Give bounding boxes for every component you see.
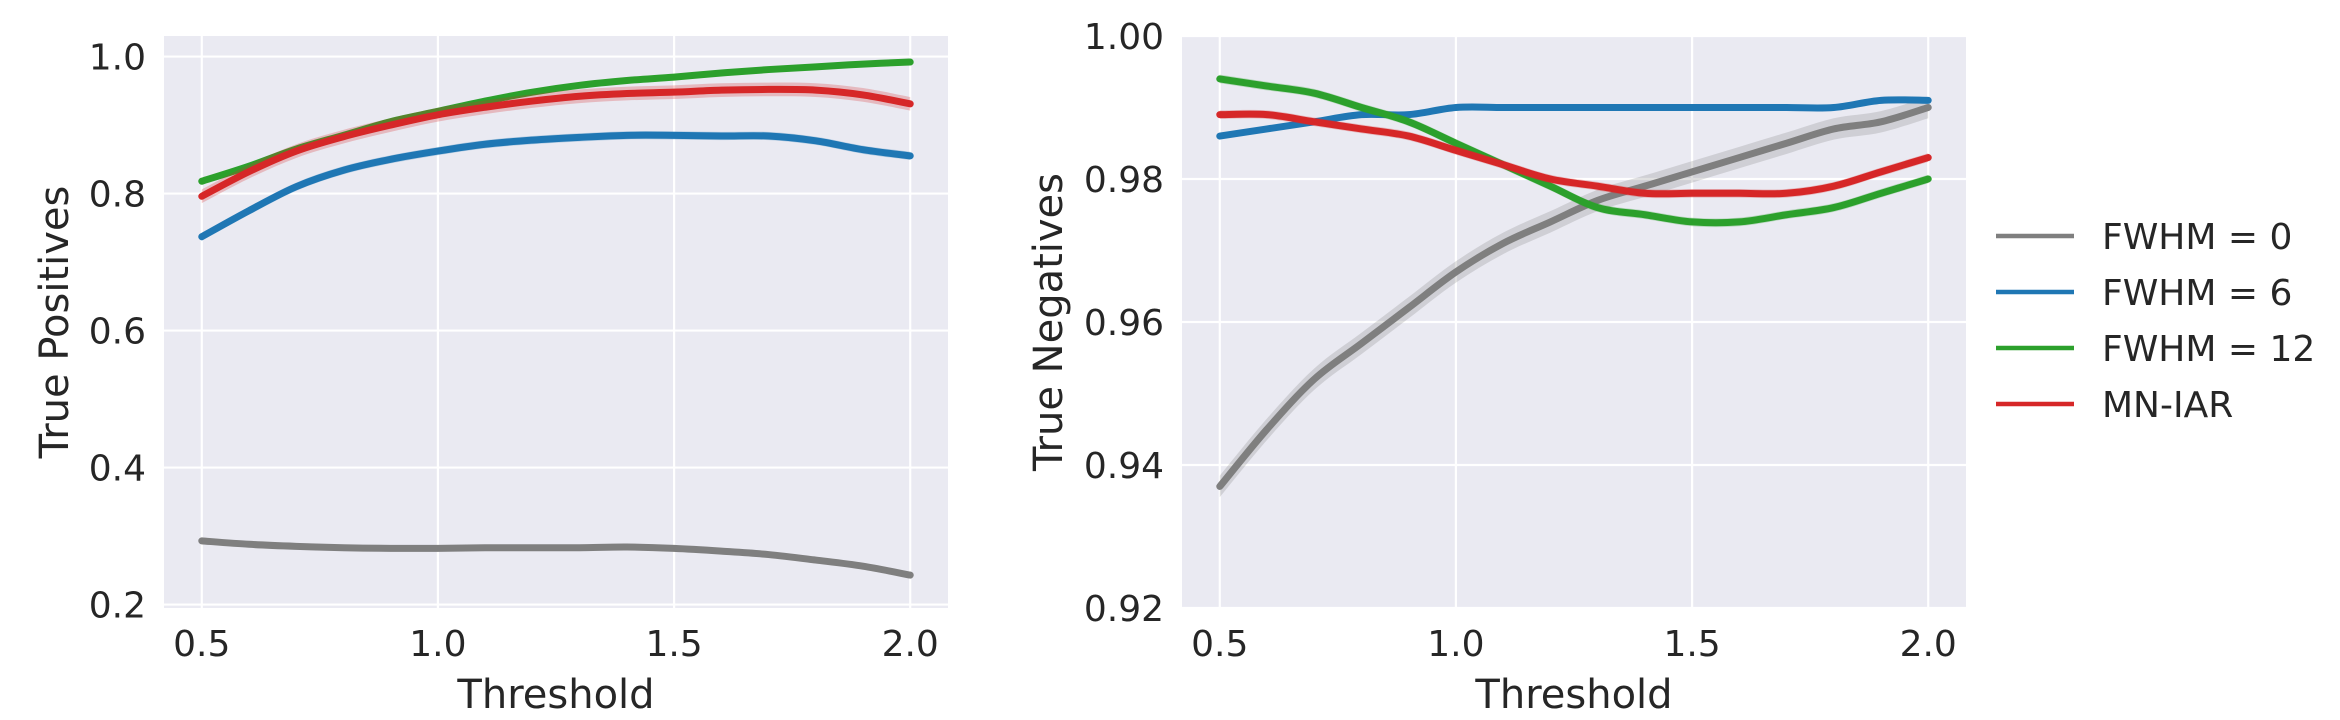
series-line-fwhm-12 (1216, 75, 1932, 227)
y-tick-label: 0.8 (89, 175, 146, 216)
legend-label: MN-IAR (2102, 385, 2233, 426)
x-tick-label: 2.0 (1900, 624, 1957, 665)
x-tick-label: 2.0 (882, 624, 939, 665)
plot-area (164, 36, 948, 608)
legend: FWHM = 0 FWHM = 6 FWHM = 12 MN-IAR (1996, 217, 2315, 426)
y-tick-label: 0.2 (89, 586, 146, 627)
y-axis-title: True Positives (32, 186, 78, 460)
series-line-fwhm-0 (1216, 104, 1932, 490)
y-tick-label: 0.98 (1084, 160, 1164, 201)
true-negatives-chart: 0.5 1.0 1.5 2.0 0.92 0.94 0.96 0.98 1.00 Threshol… (1026, 17, 1966, 718)
x-tick-label: 1.5 (645, 624, 702, 665)
y-tick-label: 0.94 (1084, 446, 1164, 487)
series-line-fwhm-6 (1216, 96, 1932, 140)
y-tick-label: 1.0 (89, 38, 146, 79)
legend-item: MN-IAR (1996, 385, 2233, 426)
legend-item: FWHM = 6 (1996, 273, 2292, 314)
x-tick-label: 0.5 (173, 624, 230, 665)
y-tick-label: 0.4 (89, 449, 146, 490)
y-tick-label: 0.6 (89, 312, 146, 353)
legend-label: FWHM = 6 (2102, 273, 2292, 314)
x-axis-title: Threshold (456, 672, 654, 718)
x-tick-label: 1.0 (409, 624, 466, 665)
series-line-fwhm-6 (198, 131, 914, 241)
legend-label: FWHM = 0 (2102, 217, 2292, 258)
y-tick-label: 1.00 (1084, 17, 1164, 58)
x-axis-title: Threshold (1474, 672, 1672, 718)
y-tick-label: 0.96 (1084, 303, 1164, 344)
y-axis-title: True Negatives (1026, 173, 1072, 472)
series-line-mn-iar (198, 85, 914, 200)
legend-label: FWHM = 12 (2102, 329, 2315, 370)
y-tick-label: 0.92 (1084, 589, 1164, 630)
series-line-fwhm-0 (198, 537, 914, 579)
legend-item: FWHM = 0 (1996, 217, 2292, 258)
true-positives-chart: 0.5 1.0 1.5 2.0 0.2 0.4 0.6 0.8 1.0 Threshold True… (32, 36, 948, 718)
x-tick-label: 1.5 (1663, 624, 1720, 665)
series-line-mn-iar (1216, 110, 1932, 198)
legend-item: FWHM = 12 (1996, 329, 2315, 370)
x-tick-label: 1.0 (1427, 624, 1484, 665)
x-tick-label: 0.5 (1191, 624, 1248, 665)
